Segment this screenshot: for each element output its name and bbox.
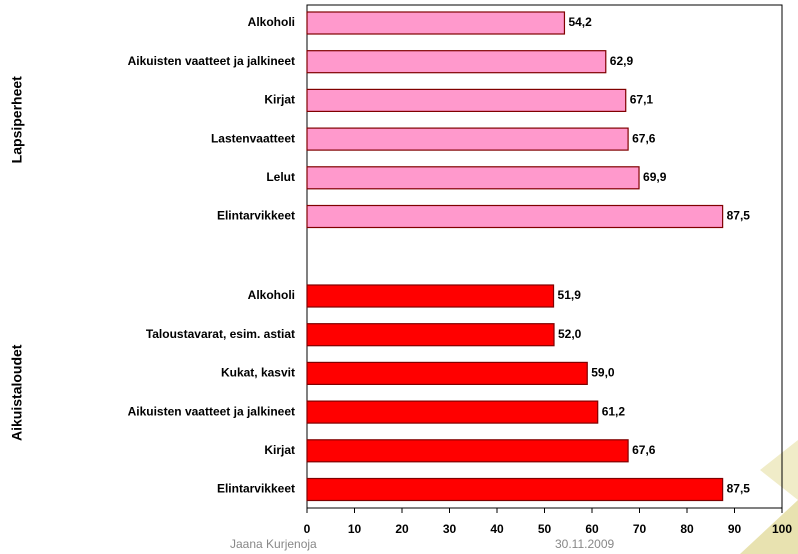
data-label: 62,9 (610, 54, 634, 68)
bar (306, 204, 724, 229)
data-label: 87,5 (727, 482, 751, 496)
data-label: 67,6 (632, 131, 656, 145)
x-tick-label: 100 (772, 522, 792, 536)
y-tick-label: Elintarvikkeet (217, 209, 295, 223)
y-tick-label: Kukat, kasvit (221, 366, 295, 380)
bar (306, 284, 555, 308)
bar (306, 439, 629, 463)
y-tick-label: Lastenvaatteet (211, 131, 295, 145)
data-label: 67,6 (632, 443, 656, 457)
x-tick-label: 60 (585, 522, 599, 536)
data-label: 67,1 (630, 93, 654, 107)
data-label: 52,0 (558, 327, 582, 341)
data-label: 51,9 (558, 288, 582, 302)
group-label: Lapsiperheet (9, 76, 25, 163)
y-tick-label: Taloustavarat, esim. astiat (146, 327, 295, 341)
y-tick-label: Aikuisten vaatteet ja jalkineet (128, 404, 295, 418)
data-label: 59,0 (591, 366, 615, 380)
data-label: 69,9 (643, 170, 667, 184)
data-label: 87,5 (727, 209, 751, 223)
x-tick-label: 20 (395, 522, 409, 536)
bar (306, 127, 629, 151)
footer-date: 30.11.2009 (555, 537, 614, 551)
y-tick-label: Kirjat (264, 443, 295, 457)
x-tick-label: 80 (680, 522, 694, 536)
bar (306, 361, 588, 385)
y-tick-label: Kirjat (264, 93, 295, 107)
x-tick-label: 30 (443, 522, 457, 536)
y-tick-label: Alkoholi (248, 15, 295, 29)
x-tick-label: 90 (728, 522, 742, 536)
y-tick-label: Lelut (266, 170, 295, 184)
bar (306, 323, 555, 347)
decoration (740, 500, 798, 554)
data-label: 61,2 (602, 404, 626, 418)
plot-frame (306, 4, 783, 509)
y-tick-label: Aikuisten vaatteet ja jalkineet (128, 54, 295, 68)
bar (306, 166, 640, 190)
decoration (760, 440, 798, 500)
bar (306, 477, 724, 502)
y-tick-label: Alkoholi (248, 288, 295, 302)
y-tick-label: Elintarvikkeet (217, 482, 295, 496)
data-label: 54,2 (568, 15, 592, 29)
bar (306, 50, 607, 74)
bar (306, 88, 627, 113)
group-label: Aikuistaloudet (9, 344, 25, 441)
bar (306, 400, 599, 424)
x-tick-label: 0 (304, 522, 311, 536)
footer-author: Jaana Kurjenoja (230, 537, 317, 551)
x-tick-label: 50 (538, 522, 552, 536)
bar (306, 11, 566, 35)
x-tick-label: 10 (348, 522, 362, 536)
x-tick-label: 70 (633, 522, 647, 536)
x-tick-label: 40 (490, 522, 504, 536)
